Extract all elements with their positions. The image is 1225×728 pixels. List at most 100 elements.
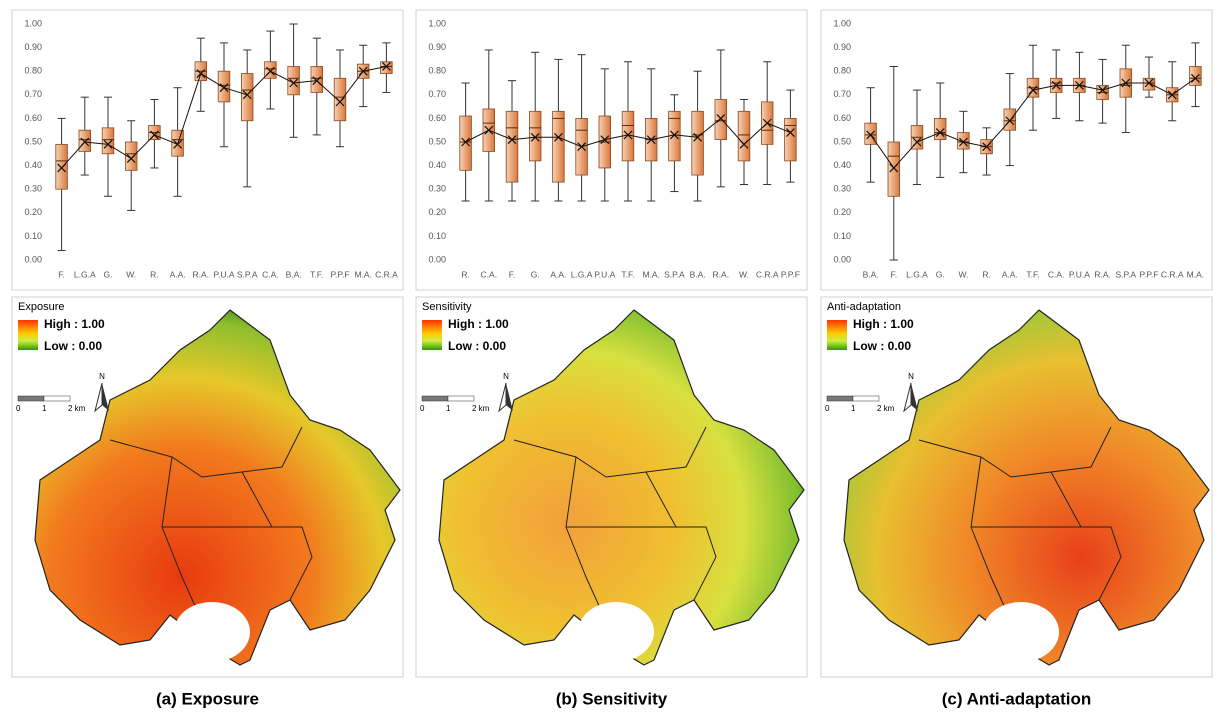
x-tick-label: C.R.A (375, 269, 398, 279)
scale-bar-a (826, 395, 854, 402)
scale-label: 0 (825, 404, 830, 413)
box (737, 110, 751, 162)
legend-high: High : 1.00 (853, 317, 914, 331)
mean-marker (762, 118, 772, 128)
y-tick-label: 0.40 (833, 160, 851, 170)
scale-bar-b (43, 395, 71, 402)
mean-marker (242, 90, 252, 100)
y-tick-label: 0.70 (24, 89, 42, 99)
mean-marker (1051, 80, 1061, 90)
mean-marker (1167, 90, 1177, 100)
scale-label: 2 km (472, 404, 490, 413)
box (310, 66, 324, 93)
mean-marker (507, 135, 517, 145)
mean-marker (646, 135, 656, 145)
x-tick-label: A.A. (1002, 269, 1018, 279)
mean-marker (173, 139, 183, 149)
mean-marker (739, 139, 749, 149)
y-tick-label: 0.20 (24, 207, 42, 217)
y-tick-label: 1.00 (428, 18, 446, 28)
scale-label: 1 (42, 404, 47, 413)
box (333, 77, 347, 122)
legend-ramp (422, 320, 442, 350)
y-tick-label: 0.20 (428, 207, 446, 217)
map-region (438, 309, 805, 666)
x-tick-label: T.F. (621, 269, 634, 279)
scale-label: 2 km (877, 404, 895, 413)
district-boundary (241, 471, 313, 601)
x-tick-label: L.G.A (571, 269, 593, 279)
mean-marker (553, 132, 563, 142)
y-tick-label: 0.00 (428, 254, 446, 264)
x-tick-label: W. (126, 269, 136, 279)
scale-bar-b (852, 395, 880, 402)
y-tick-label: 0.60 (428, 113, 446, 123)
district-boundary (513, 426, 707, 478)
x-tick-label: C.A. (481, 269, 498, 279)
y-tick-label: 0.80 (428, 66, 446, 76)
x-tick-label: B.A. (863, 269, 879, 279)
legend-low: Low : 0.00 (448, 339, 506, 353)
north-label: N (503, 372, 509, 381)
mean-marker (958, 137, 968, 147)
mean-marker (716, 113, 726, 123)
x-tick-label: F. (509, 269, 516, 279)
north-label: N (99, 372, 105, 381)
mean-marker (1005, 116, 1015, 126)
box (505, 110, 519, 183)
x-tick-label: F. (890, 269, 897, 279)
mean-marker (669, 130, 679, 140)
district-boundary (109, 426, 303, 478)
x-tick-label: C.A. (262, 269, 279, 279)
x-tick-label: R. (982, 269, 991, 279)
x-tick-label: R.A. (713, 269, 730, 279)
north-label: N (908, 372, 914, 381)
mean-marker (693, 132, 703, 142)
mean-marker (1190, 73, 1200, 83)
y-tick-label: 0.50 (24, 136, 42, 146)
box (1189, 66, 1202, 86)
box (55, 143, 68, 190)
mean-marker (484, 125, 494, 135)
mean-marker (577, 142, 587, 152)
mean-marker (461, 137, 471, 147)
y-tick-label: 0.90 (428, 42, 446, 52)
y-tick-label: 0.90 (24, 42, 42, 52)
legend-high: High : 1.00 (448, 317, 509, 331)
box (78, 129, 92, 152)
mean-marker (219, 83, 229, 93)
y-tick-label: 0.00 (833, 254, 851, 264)
chart-panel (820, 9, 1213, 291)
y-tick-label: 0.10 (24, 231, 42, 241)
mean-marker (57, 163, 67, 173)
y-tick-label: 0.80 (833, 66, 851, 76)
y-tick-label: 0.70 (428, 89, 446, 99)
map-region (34, 309, 401, 666)
box (714, 99, 728, 141)
x-tick-label: M.A. (1187, 269, 1204, 279)
y-tick-label: 0.60 (24, 113, 42, 123)
map-title: Sensitivity (422, 301, 472, 313)
x-tick-label: S.P.A (1115, 269, 1136, 279)
mean-marker (103, 139, 113, 149)
x-tick-label: P.P.F (781, 269, 800, 279)
mean-marker (866, 130, 876, 140)
north-arrow-fill (911, 383, 918, 411)
scale-label: 0 (420, 404, 425, 413)
x-tick-label: R.A. (1094, 269, 1111, 279)
mean-marker (1144, 78, 1154, 88)
map-hole (983, 602, 1059, 662)
x-tick-label: F. (58, 269, 65, 279)
y-tick-label: 0.10 (833, 231, 851, 241)
map-title: Exposure (18, 301, 64, 313)
y-tick-label: 0.30 (833, 184, 851, 194)
y-tick-label: 0.50 (833, 136, 851, 146)
y-tick-label: 0.10 (428, 231, 446, 241)
x-tick-label: B.A. (286, 269, 302, 279)
north-arrow-fill (102, 383, 109, 411)
x-tick-label: G. (531, 269, 540, 279)
x-tick-label: C.R.A (756, 269, 779, 279)
x-tick-label: S.P.A (664, 269, 685, 279)
x-tick-label: W. (958, 269, 968, 279)
mean-marker (312, 76, 322, 86)
